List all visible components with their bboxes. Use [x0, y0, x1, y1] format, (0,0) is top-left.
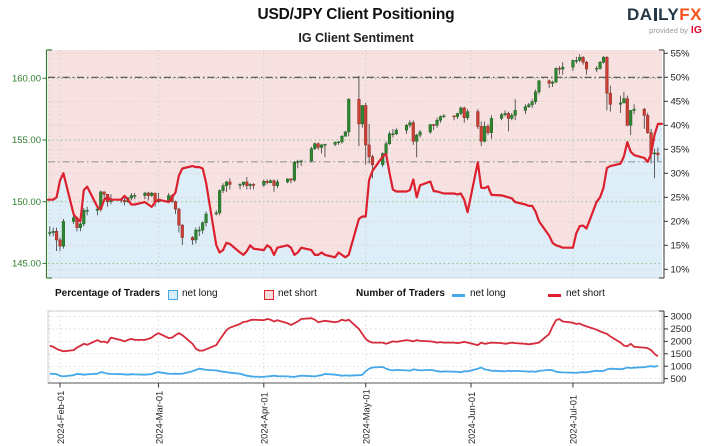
svg-text:2000: 2000 — [671, 337, 692, 348]
date-axis-labels: 2024-Feb-01 2024-Mar-01 2024-Apr-01 2024-Ma… — [56, 383, 579, 444]
svg-text:2024-Jun-01: 2024-Jun-01 — [467, 392, 477, 444]
chart-legend: Percentage of Traders net long net short… — [0, 287, 712, 303]
svg-text:145.00: 145.00 — [12, 259, 41, 270]
legend-num-net-long-label: net long — [470, 288, 506, 299]
svg-text:500: 500 — [671, 374, 687, 385]
legend-pct-net-short-label: net short — [278, 288, 317, 299]
svg-text:155.00: 155.00 — [12, 135, 41, 146]
svg-text:30%: 30% — [671, 169, 691, 180]
num-net-short-line — [49, 317, 659, 358]
logo-text-fx: FX — [679, 5, 702, 24]
num-net-long-line — [49, 364, 659, 378]
reference-lines — [48, 76, 662, 163]
svg-text:25%: 25% — [671, 193, 691, 204]
svg-text:10%: 10% — [671, 265, 691, 276]
legend-pct-net-short-swatch-icon — [264, 290, 274, 300]
logo-tagline: provided by — [649, 26, 688, 35]
candlesticks — [48, 54, 660, 252]
svg-text:2024-Feb-01: 2024-Feb-01 — [56, 391, 66, 444]
percent-axis-right: 55% 50% 45% 40% 35% 30% 25% 20% 15% 10% — [659, 49, 690, 279]
legend-num-net-long-dash-icon — [452, 294, 465, 297]
svg-text:45%: 45% — [671, 97, 691, 108]
chart-subtitle: IG Client Sentiment — [298, 31, 414, 45]
svg-text:50%: 50% — [671, 73, 691, 84]
legend-num-net-short-label: net short — [566, 288, 605, 299]
logo-bar-icon — [654, 8, 657, 21]
svg-text:40%: 40% — [671, 121, 691, 132]
svg-text:2024-Jul-01: 2024-Jul-01 — [569, 395, 579, 444]
dailyfx-wordmark: DA LYFX — [627, 6, 702, 23]
logo-ig: IG — [690, 24, 702, 36]
svg-text:150.00: 150.00 — [12, 197, 41, 208]
logo-provided-by: provided by IG — [627, 25, 702, 36]
net-short-percent-line — [46, 122, 664, 259]
svg-text:1500: 1500 — [671, 349, 692, 360]
legend-pct-net-long-label: net long — [182, 288, 218, 299]
legend-num-net-short-dash-icon — [548, 294, 561, 297]
dailyfx-logo[interactable]: DA LYFX provided by IG — [627, 6, 702, 36]
svg-text:2024-May-01: 2024-May-01 — [362, 389, 372, 444]
svg-text:15%: 15% — [671, 241, 691, 252]
svg-text:2500: 2500 — [671, 324, 692, 335]
legend-group-number-of-traders: Number of Traders — [356, 288, 445, 299]
legend-pct-net-long-swatch-icon — [168, 290, 178, 300]
svg-text:1000: 1000 — [671, 361, 692, 372]
sentiment-area-fills — [48, 50, 662, 279]
svg-text:20%: 20% — [671, 217, 691, 228]
legend-group-percentage-of-traders: Percentage of Traders — [55, 288, 161, 299]
svg-text:160.00: 160.00 — [12, 74, 41, 85]
price-axis-left: 160.00 155.00 150.00 145.00 — [12, 49, 52, 279]
svg-text:35%: 35% — [671, 145, 691, 156]
page-title: USD/JPY Client Positioning — [257, 6, 455, 23]
svg-text:2024-Apr-01: 2024-Apr-01 — [260, 392, 270, 444]
svg-text:2024-Mar-01: 2024-Mar-01 — [154, 391, 164, 444]
logo-text-da: DA — [627, 5, 653, 24]
svg-text:3000: 3000 — [671, 312, 692, 323]
logo-text-ly: LY — [658, 5, 680, 24]
svg-text:55%: 55% — [671, 49, 691, 60]
